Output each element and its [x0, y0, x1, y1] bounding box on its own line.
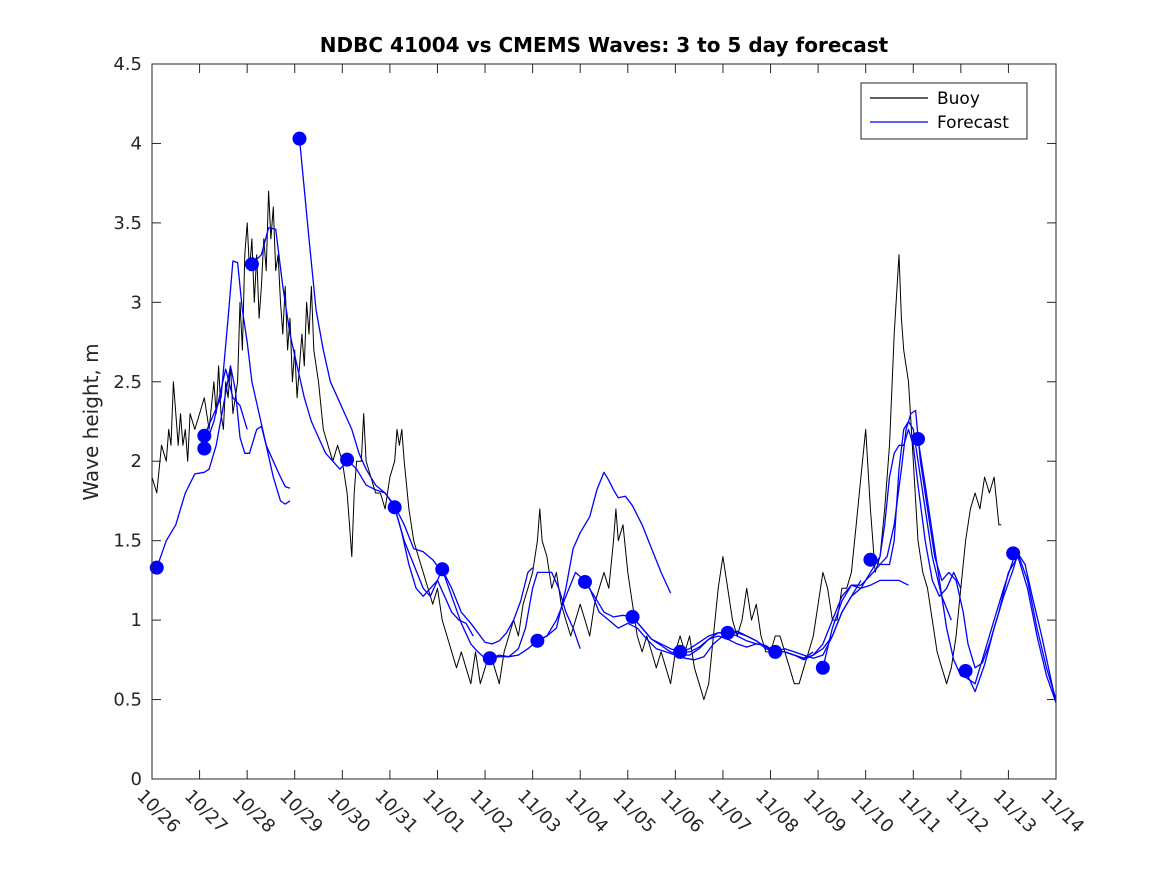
marker-layer: [149, 131, 1021, 678]
forecast-line-1: [156, 365, 291, 568]
y-tick-label-9: 4.5: [113, 54, 142, 75]
forecast-marker-11: [625, 609, 640, 624]
forecast-marker-15: [815, 660, 830, 675]
forecast-marker-8: [482, 651, 497, 666]
forecast-marker-12: [673, 644, 688, 659]
forecast-marker-1: [197, 441, 212, 456]
forecast-line-8: [441, 569, 581, 659]
forecast-marker-16: [863, 552, 878, 567]
y-tick-label-0: 0: [131, 769, 142, 790]
forecast-line-18: [917, 438, 1057, 700]
forecast-marker-14: [768, 644, 783, 659]
forecast-line-14: [727, 579, 909, 659]
forecast-line-9: [489, 471, 672, 659]
y-tick-label-1: 0.5: [113, 690, 142, 711]
series-layer: [151, 138, 1057, 703]
forecast-marker-4: [292, 131, 307, 146]
plot-frame: [151, 63, 1057, 780]
forecast-line-5: [298, 138, 443, 573]
forecast-marker-13: [720, 625, 735, 640]
y-tick-label-2: 1: [131, 610, 142, 631]
forecast-line-3: [203, 260, 291, 489]
forecast-line-4: [251, 227, 348, 470]
legend-box: [860, 82, 1028, 140]
forecast-line-6: [346, 459, 474, 637]
legend-label-buoy: Buoy: [937, 89, 980, 109]
y-tick-label-5: 2.5: [113, 372, 142, 393]
forecast-marker-18: [958, 663, 973, 678]
forecast-line-10: [537, 571, 724, 661]
legend-label-forecast: Forecast: [937, 113, 1009, 133]
forecast-marker-9: [530, 633, 545, 648]
forecast-marker-7: [435, 562, 450, 577]
forecast-marker-17: [911, 431, 926, 446]
chart-title: NDBC 41004 vs CMEMS Waves: 3 to 5 day fo…: [320, 33, 889, 57]
y-tick-label-8: 4: [131, 133, 142, 154]
forecast-marker-2: [197, 428, 212, 443]
plot-area: [152, 64, 1056, 779]
y-tick-label-7: 3.5: [113, 213, 142, 234]
y-tick-label-4: 2: [131, 451, 142, 472]
buoy-line: [151, 190, 1002, 701]
legend: Buoy Forecast: [860, 82, 1028, 140]
y-axis-label: Wave height, m: [79, 343, 103, 500]
forecast-line-16: [822, 428, 962, 668]
forecast-line-15: [775, 420, 952, 659]
forecast-marker-5: [340, 452, 355, 467]
forecast-line-7: [394, 507, 534, 645]
forecast-marker-10: [577, 574, 592, 589]
y-tick-label-3: 1.5: [113, 531, 142, 552]
forecast-line-2: [203, 368, 248, 449]
forecast-marker-19: [1006, 546, 1021, 561]
y-tick-label-6: 3: [131, 292, 142, 313]
forecast-marker-6: [387, 500, 402, 515]
forecast-marker-3: [244, 257, 259, 272]
forecast-line-19: [965, 552, 1057, 703]
forecast-marker-0: [149, 560, 164, 575]
